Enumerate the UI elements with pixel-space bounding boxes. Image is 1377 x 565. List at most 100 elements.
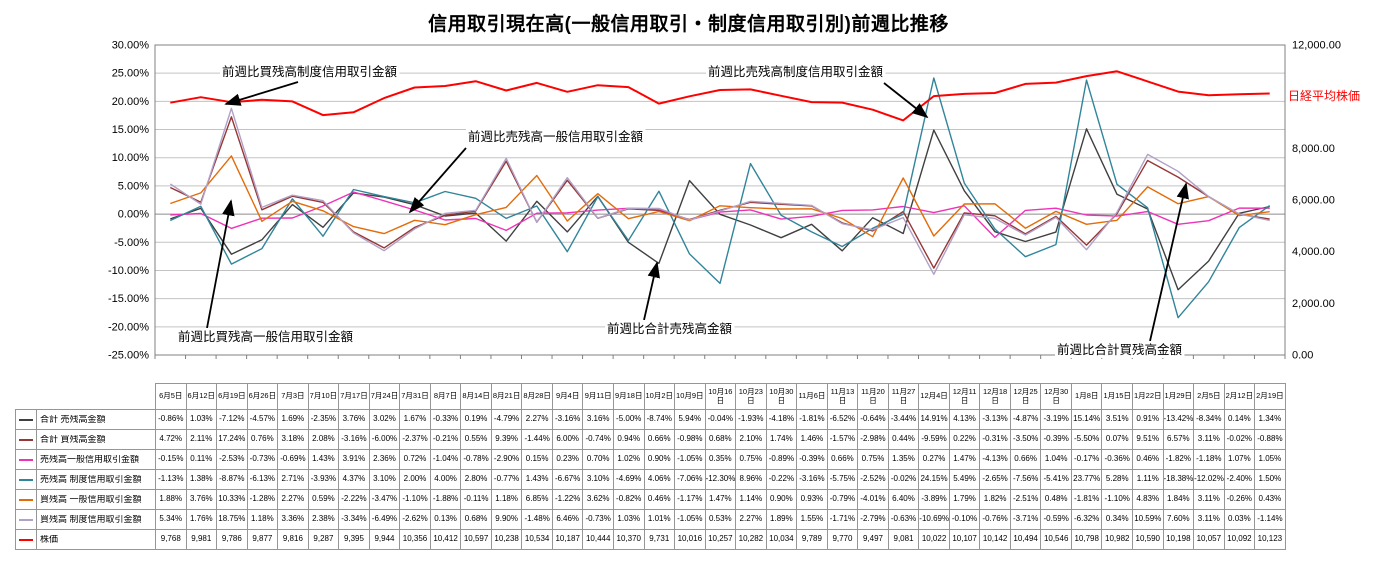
value-cell: 9,877 — [246, 529, 279, 550]
value-cell: 8.96% — [735, 469, 767, 490]
value-cell: 0.55% — [460, 429, 492, 450]
value-cell: 10.33% — [216, 489, 248, 510]
value-cell: -0.76% — [979, 509, 1011, 530]
value-cell: 10,022 — [918, 529, 950, 550]
value-cell: -6.00% — [368, 429, 401, 450]
value-cell: 0.23% — [551, 449, 584, 470]
value-cell: 1.43% — [521, 469, 553, 490]
y-axis-label: 10.00% — [112, 152, 150, 164]
value-cell: 1.35% — [887, 449, 920, 470]
date-header-cell: 8月7日 — [429, 383, 462, 410]
value-cell: -1.82% — [1162, 449, 1195, 470]
value-cell: -4.69% — [612, 469, 645, 490]
value-cell: 5.49% — [948, 469, 981, 490]
date-header-cell: 2月19日 — [1254, 383, 1286, 410]
value-cell: 4.06% — [643, 469, 676, 490]
value-cell: -0.86% — [155, 409, 187, 430]
annotation-text: 前週比売残高一般信用取引金額 — [468, 129, 644, 144]
y-axis-label: 0.00% — [118, 209, 149, 221]
value-cell: -3.34% — [338, 509, 370, 530]
value-cell: -3.71% — [1009, 509, 1042, 530]
table-header-row: 6月5日 6月12日 6月19日 6月26日 7月3日 7月10日 7月17日 7月24日 7月… — [15, 383, 1286, 410]
value-cell: 1.03% — [185, 409, 218, 430]
value-cell: 10,016 — [674, 529, 706, 550]
y-axis-label: 20.00% — [112, 96, 150, 108]
value-cell: 0.27% — [918, 449, 950, 470]
series-line-0 — [170, 128, 1270, 291]
annotation-arrow — [206, 199, 235, 329]
value-cell: 3.51% — [1101, 409, 1133, 430]
y2-axis-label: 12,000.00 — [1292, 40, 1341, 52]
value-cell: 1.18% — [490, 489, 523, 510]
value-cell: 6.46% — [551, 509, 584, 530]
value-cell: -6.13% — [246, 469, 279, 490]
value-cell: -3.93% — [307, 469, 340, 490]
value-cell: -0.22% — [765, 469, 798, 490]
date-header-cell: 6月19日 — [216, 383, 248, 410]
value-cell: -13.42% — [1162, 409, 1195, 430]
value-cell: 6.40% — [887, 489, 920, 510]
value-cell: 10,444 — [582, 529, 614, 550]
annotation-arrow — [883, 82, 929, 119]
value-cell: -0.15% — [155, 449, 187, 470]
value-cell: 7.60% — [1162, 509, 1195, 530]
annotation-bg — [466, 128, 646, 145]
y2-axis-label: 8,000.00 — [1292, 143, 1335, 155]
value-cell: 10,798 — [1070, 529, 1103, 550]
value-cell: -3.50% — [1009, 429, 1042, 450]
value-cell: -1.13% — [155, 469, 187, 490]
value-cell: -1.14% — [1254, 509, 1286, 530]
date-header-cell: 8月14日 — [460, 383, 492, 410]
value-cell: 5.28% — [1101, 469, 1133, 490]
value-cell: -6.67% — [551, 469, 584, 490]
date-header-cell: 12月4日 — [918, 383, 950, 410]
value-cell: -9.59% — [918, 429, 950, 450]
value-cell: -1.81% — [1070, 489, 1103, 510]
value-cell: -4.79% — [490, 409, 523, 430]
value-cell: 1.84% — [1162, 489, 1195, 510]
value-cell: -1.71% — [826, 509, 859, 530]
series-line-4 — [170, 155, 1270, 238]
value-cell: -4.57% — [246, 409, 279, 430]
value-cell: 10,107 — [948, 529, 981, 550]
annotation-bg — [220, 63, 400, 80]
date-header-cell: 6月5日 — [155, 383, 187, 410]
legend-key — [17, 470, 37, 489]
date-header-cell: 1月29日 — [1162, 383, 1195, 410]
value-cell: -1.10% — [1101, 489, 1133, 510]
value-cell: 10,370 — [612, 529, 645, 550]
y-axis-label: -20.00% — [108, 321, 149, 333]
value-cell: 0.94% — [612, 429, 645, 450]
value-cell: -1.44% — [521, 429, 553, 450]
value-cell: -7.56% — [1009, 469, 1042, 490]
data-table-wrap: 6月5日 6月12日 6月19日 6月26日 7月3日 7月10日 7月17日 7月24日 7月… — [15, 383, 1286, 550]
value-cell: 3.10% — [368, 469, 401, 490]
value-cell: -1.17% — [674, 489, 706, 510]
value-cell: -0.79% — [826, 489, 859, 510]
value-cell: 0.13% — [429, 509, 462, 530]
series-label: 合計 売残高金額 — [40, 414, 106, 424]
value-cell: 23.77% — [1070, 469, 1103, 490]
value-cell: 9,768 — [155, 529, 187, 550]
series-line-2 — [170, 191, 1270, 239]
annotation-bg — [1055, 341, 1185, 358]
value-cell: -0.64% — [857, 409, 889, 430]
value-cell: 9,786 — [216, 529, 248, 550]
value-cell: 10,142 — [979, 529, 1011, 550]
value-cell: -5.00% — [612, 409, 645, 430]
value-cell: 6.57% — [1162, 429, 1195, 450]
value-cell: 1.88% — [155, 489, 187, 510]
value-cell: 0.46% — [1132, 449, 1164, 470]
value-cell: -1.48% — [521, 509, 553, 530]
value-cell: -6.32% — [1070, 509, 1103, 530]
value-cell: 1.50% — [1254, 469, 1286, 490]
value-cell: -0.04% — [704, 409, 737, 430]
value-cell: 10,590 — [1132, 529, 1164, 550]
value-cell: 3.11% — [1193, 429, 1225, 450]
value-cell: -3.16% — [796, 469, 828, 490]
value-cell: -0.98% — [674, 429, 706, 450]
value-cell: 1.79% — [948, 489, 981, 510]
value-cell: -4.18% — [765, 409, 798, 430]
value-cell: -0.10% — [948, 509, 981, 530]
date-header-cell: 11月6日 — [796, 383, 828, 410]
